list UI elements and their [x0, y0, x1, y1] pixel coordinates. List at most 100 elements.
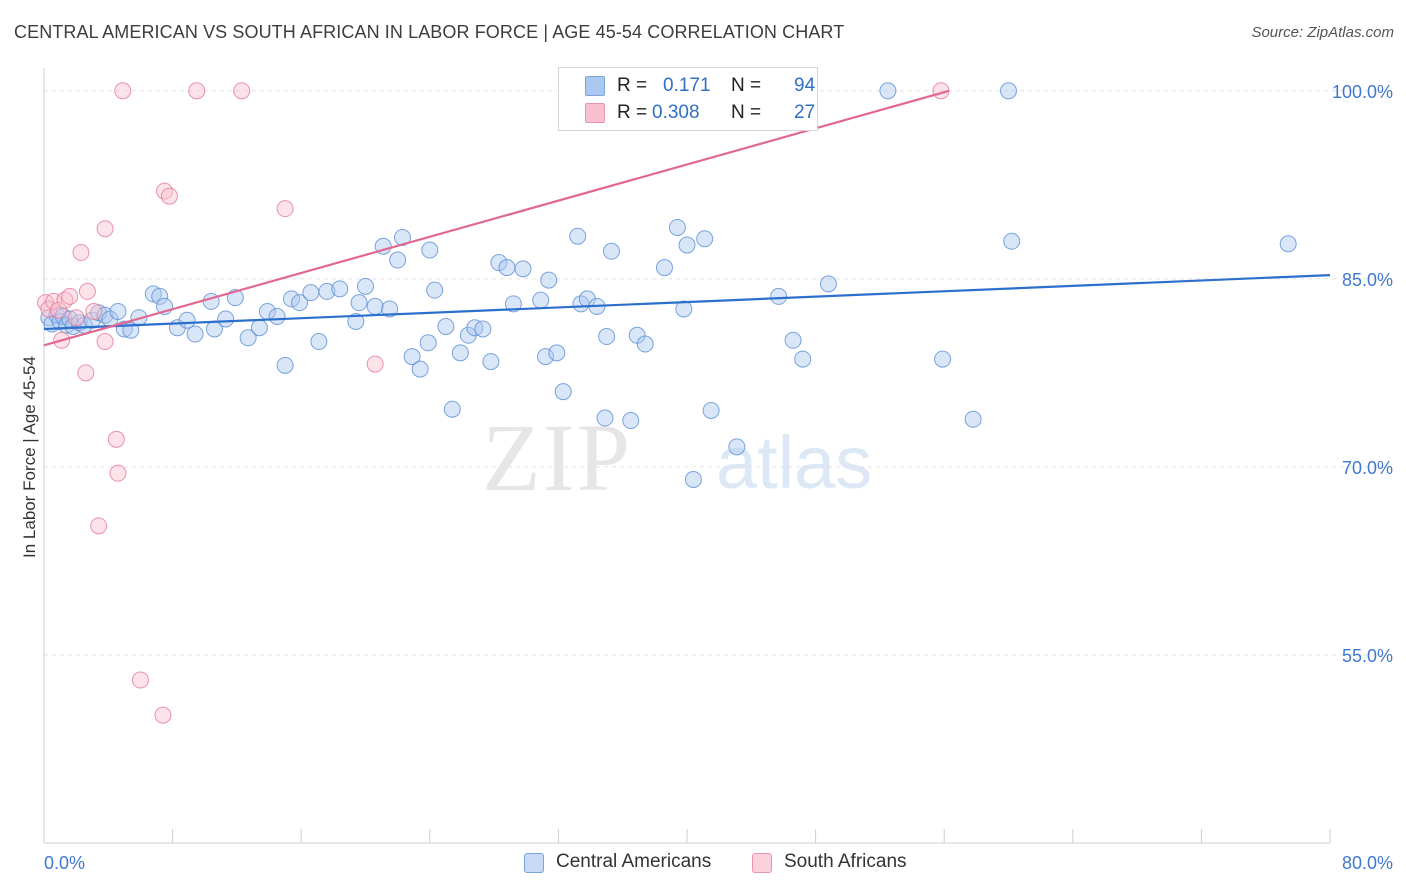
data-point — [389, 251, 407, 269]
data-point — [268, 307, 286, 325]
watermark-atlas: atlas — [716, 421, 872, 504]
data-point — [217, 310, 235, 328]
r-value: 0.308 — [652, 102, 700, 123]
data-point — [421, 241, 439, 259]
data-point — [283, 290, 301, 308]
grid-lines — [44, 90, 1395, 656]
r-label: R = — [617, 75, 648, 96]
data-point — [540, 271, 558, 289]
data-point — [67, 309, 85, 327]
data-point — [109, 464, 127, 482]
data-point — [1279, 235, 1297, 253]
data-point — [622, 412, 640, 430]
data-point — [131, 671, 149, 689]
data-point — [96, 333, 114, 351]
data-point — [107, 430, 125, 448]
data-point — [1003, 232, 1021, 250]
data-point — [154, 706, 172, 724]
data-point — [250, 319, 268, 337]
y-tick-label: 70.0% — [1342, 458, 1393, 478]
data-point — [318, 282, 336, 300]
data-point — [437, 317, 455, 335]
data-point — [85, 302, 103, 320]
data-point — [188, 82, 206, 100]
x-tick-label: 0.0% — [44, 853, 85, 873]
data-point — [239, 329, 257, 347]
legend-swatch — [752, 853, 772, 873]
data-point — [514, 260, 532, 278]
y-tick-label: 85.0% — [1342, 270, 1393, 290]
stats-legend: R = 0.171 N = 94 R = 0.308 N = 27 — [558, 67, 818, 131]
data-point — [366, 297, 384, 315]
data-point — [668, 218, 686, 236]
data-point — [426, 281, 444, 299]
data-point — [696, 230, 714, 248]
data-point — [532, 291, 550, 309]
data-point — [451, 344, 469, 362]
data-point — [655, 259, 673, 277]
data-point — [598, 328, 616, 346]
chart-title: CENTRAL AMERICAN VS SOUTH AFRICAN IN LAB… — [14, 22, 845, 42]
watermark-zip: ZIP — [482, 404, 632, 511]
data-point — [331, 280, 349, 298]
data-point — [819, 275, 837, 293]
data-point — [291, 294, 309, 312]
data-point — [934, 350, 952, 368]
data-point — [702, 401, 720, 419]
data-point — [602, 242, 620, 260]
data-point — [381, 300, 399, 318]
data-point — [114, 82, 132, 100]
series-central-americans — [40, 82, 1297, 488]
data-point — [366, 355, 384, 373]
x-tick-label: 80.0% — [1342, 853, 1393, 873]
data-point — [794, 350, 812, 368]
data-point — [879, 82, 897, 100]
data-point — [474, 320, 492, 338]
n-label: N = — [731, 102, 762, 123]
data-point — [569, 227, 587, 245]
axes — [43, 68, 1331, 844]
data-point — [678, 236, 696, 254]
data-point — [636, 335, 654, 353]
data-point — [350, 294, 368, 312]
data-point — [302, 284, 320, 302]
data-point — [49, 301, 67, 319]
r-value: 0.171 — [663, 75, 711, 96]
r-label: R = — [617, 102, 648, 123]
data-point — [964, 410, 982, 428]
data-point — [675, 300, 693, 318]
zipatlas-watermark: ZIP atlas — [482, 404, 872, 511]
data-point — [156, 182, 174, 200]
data-point — [554, 383, 572, 401]
data-point — [96, 220, 114, 238]
trend-line-south-africans — [43, 89, 950, 347]
data-point — [1000, 82, 1017, 100]
data-point — [72, 244, 90, 262]
data-point — [347, 312, 365, 330]
data-point — [596, 409, 614, 427]
data-point — [178, 311, 196, 329]
source-label: Source: ZipAtlas.com — [1251, 24, 1394, 41]
data-point — [357, 277, 374, 295]
data-point — [186, 325, 204, 343]
data-point — [443, 400, 461, 418]
data-point — [728, 438, 746, 456]
data-point — [151, 287, 169, 305]
n-value: 94 — [794, 75, 816, 96]
data-point — [770, 287, 788, 305]
trend-lines — [43, 89, 1331, 347]
data-point — [498, 259, 516, 277]
y-tick-label: 55.0% — [1342, 646, 1393, 666]
swatch-south-africans — [585, 103, 605, 123]
data-point — [482, 353, 500, 371]
data-point — [490, 254, 508, 272]
series-south-africans — [37, 82, 950, 724]
n-value: 27 — [794, 102, 816, 123]
data-point — [684, 470, 702, 488]
trend-line-central-americans — [43, 273, 1331, 331]
data-point — [411, 360, 429, 378]
data-point — [233, 82, 251, 100]
data-point — [504, 295, 522, 313]
data-points — [37, 82, 1297, 724]
